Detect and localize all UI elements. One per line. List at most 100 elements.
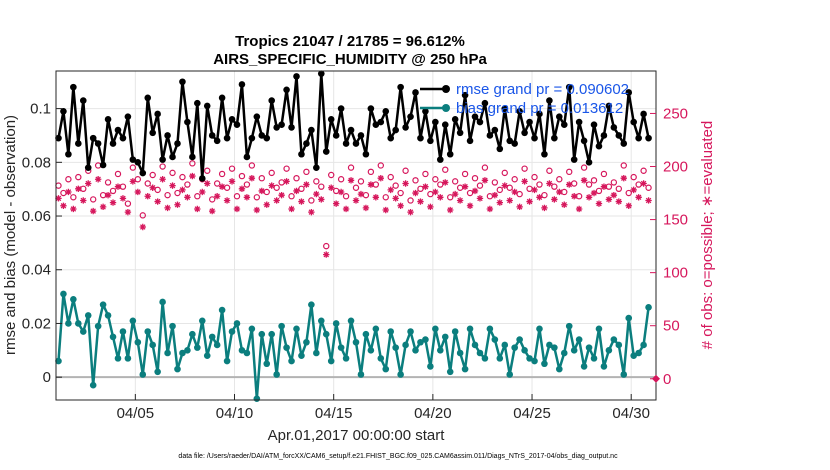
obs-possible-point [516, 190, 523, 198]
obs-possible-point [278, 179, 285, 186]
obs-evaluated-point [580, 177, 588, 184]
obs-possible-point [595, 187, 603, 195]
obs-possible-point [506, 184, 513, 191]
obs-possible-point [600, 170, 608, 178]
obs-possible-point [144, 180, 151, 187]
bias-point [362, 330, 370, 338]
bias-point [174, 365, 181, 373]
obs-evaluated-point [278, 191, 285, 199]
obs-evaluated-point [258, 187, 265, 195]
obs-possible-point [402, 167, 409, 174]
rmse-point [446, 150, 454, 158]
rmse-point [223, 134, 231, 142]
legend-rmse-marker [442, 85, 450, 93]
obs-evaluated-point [456, 197, 464, 204]
obs-possible-point [372, 181, 380, 188]
bias-point [159, 298, 166, 306]
obs-evaluated-point [308, 208, 315, 216]
x-axis-label: Apr.01,2017 00:00:00 start [268, 427, 446, 444]
bias-point [620, 371, 628, 378]
obs-evaluated-point [243, 194, 251, 201]
obs-evaluated-point [184, 194, 191, 201]
bias-point [189, 330, 196, 338]
rmse-point [248, 134, 256, 142]
rmse-point [233, 121, 241, 129]
obs-possible-point [154, 186, 161, 194]
bias-point [481, 355, 489, 362]
bias-point [283, 344, 290, 351]
bias-point [342, 355, 350, 362]
obs-evaluated-point [109, 199, 117, 206]
obs-possible-point [139, 212, 146, 219]
bias-point [625, 314, 633, 322]
obs-count-layer [55, 160, 652, 258]
obs-evaluated-point [496, 199, 504, 206]
rmse-point [79, 97, 87, 104]
bias-point [79, 328, 87, 335]
bias-point [203, 352, 211, 359]
bias-point [486, 325, 494, 333]
rmse-point [317, 70, 325, 77]
rmse-point [134, 159, 142, 166]
obs-evaluated-point [546, 180, 553, 187]
bias-point [436, 347, 444, 354]
obs-possible-point [615, 185, 623, 193]
obs-possible-point [481, 164, 489, 171]
bias-point [536, 325, 543, 333]
bias-point [268, 330, 276, 338]
obs-evaluated-point [481, 177, 489, 184]
obs-evaluated-point [159, 176, 166, 183]
bias-point [422, 336, 429, 343]
bias-point [179, 349, 186, 357]
rmse-point [278, 121, 285, 129]
bias-point [501, 341, 509, 349]
rmse-point [645, 134, 652, 142]
obs-evaluated-point [288, 205, 295, 213]
rmse-point [263, 134, 271, 142]
bias-point [119, 328, 127, 335]
rmse-point [283, 86, 290, 94]
obs-evaluated-point [392, 195, 399, 202]
obs-possible-point [258, 174, 265, 182]
obs-possible-point [179, 173, 186, 181]
rmse-point [541, 150, 548, 158]
rmse-point [114, 126, 122, 134]
rmse-point [129, 156, 137, 163]
obs-possible-point [313, 178, 320, 185]
obs-possible-point [308, 197, 315, 204]
rmse-point [570, 156, 578, 163]
rmse-point [228, 116, 236, 123]
obs-evaluated-point [248, 174, 256, 182]
rmse-point [590, 121, 598, 129]
rmse-point [526, 118, 533, 126]
bias-point [134, 338, 142, 346]
obs-possible-point [561, 188, 568, 196]
obs-possible-point [75, 173, 82, 181]
obs-evaluated-point [422, 183, 429, 190]
obs-possible-point [575, 193, 583, 200]
bias-point [377, 355, 385, 362]
bias-point [570, 347, 578, 354]
rmse-point [367, 105, 375, 112]
bias-point [194, 344, 201, 351]
rmse-series-layer [55, 70, 652, 182]
obs-possible-point [412, 177, 419, 184]
rmse-point [417, 134, 424, 142]
rmse-point [427, 137, 434, 145]
obs-evaluated-point [625, 202, 632, 209]
x-tick-label-3: 04/20 [414, 405, 452, 422]
obs-evaluated-point [337, 188, 345, 196]
y-right-tick-label-4: 200 [663, 159, 688, 176]
bias-point [288, 357, 295, 365]
bias-point [238, 347, 246, 354]
obs-possible-point [491, 179, 499, 186]
bias-point [308, 301, 315, 308]
obs-evaluated-point [645, 197, 652, 204]
chart-title-line2: AIRS_SPECIFIC_HUMIDITY @ 250 hPa [213, 51, 487, 68]
rmse-point [565, 83, 573, 91]
x-tick-label-0: 04/05 [117, 405, 155, 422]
obs-evaluated-point [605, 196, 613, 203]
rmse-point [179, 78, 186, 86]
obs-possible-point [228, 165, 236, 172]
obs-possible-point [233, 193, 241, 200]
